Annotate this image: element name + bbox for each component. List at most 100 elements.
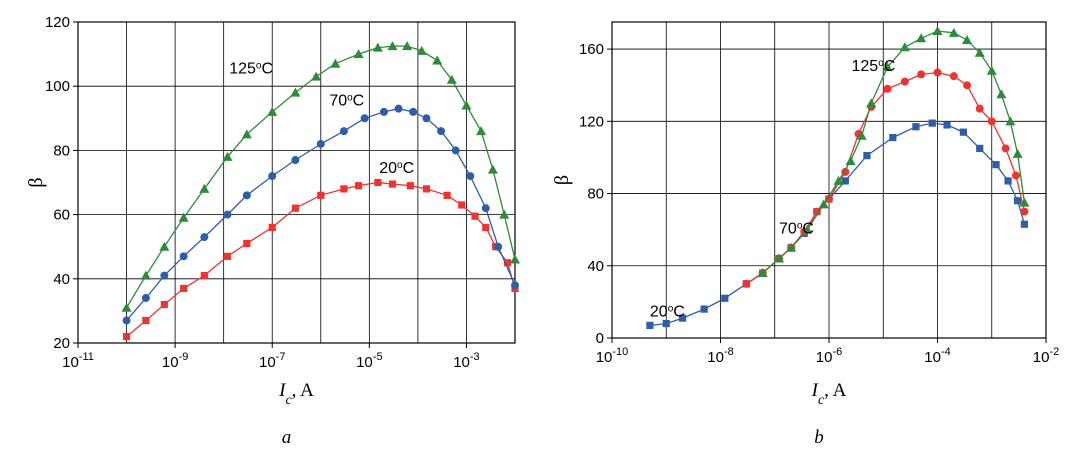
triangle-marker-20: [1019, 197, 1030, 207]
y-axis-label: β: [25, 177, 47, 187]
panel-caption: b: [814, 427, 824, 448]
triangle-marker-11: [916, 33, 927, 43]
circle-marker-17: [451, 146, 460, 155]
circle-marker-11: [900, 77, 909, 86]
x-tick-exp-3: -4: [941, 346, 951, 358]
triangle-marker-10: [330, 58, 341, 68]
x-tick-label-3: 10-5: [356, 351, 382, 371]
square-marker-14: [406, 182, 414, 190]
y-tick-label-0: 20: [53, 335, 70, 352]
x-tick-exp-1: -8: [724, 346, 734, 358]
series-annotation-0-unit: C: [403, 160, 415, 177]
square-marker-1: [142, 316, 150, 325]
series-annotation-0: 20oC: [650, 303, 685, 321]
triangle-marker-12: [932, 26, 943, 36]
triangle-marker-5: [833, 175, 844, 185]
series-annotation-2-value: 125: [229, 60, 256, 77]
square-marker-18: [471, 212, 479, 220]
circle-marker-6: [825, 194, 833, 203]
triangle-marker-17: [446, 74, 457, 84]
x-tick-base-4: 10: [453, 354, 470, 371]
triangle-marker-5: [222, 151, 233, 161]
x-tick-base-2: 10: [816, 349, 833, 366]
square-marker-2: [160, 300, 168, 309]
triangle-marker-19: [1012, 148, 1023, 158]
square-marker-13: [863, 152, 871, 160]
circle-marker-8: [291, 156, 300, 165]
circle-marker-11: [360, 114, 369, 123]
triangle-marker-9: [311, 71, 322, 81]
square-marker-2: [678, 314, 687, 322]
x-axis-label-var: I: [278, 380, 287, 401]
x-axis-label: Ic, A: [278, 380, 314, 408]
y-tick-label-4: 160: [579, 41, 604, 58]
x-tick-base-0: 10: [596, 349, 613, 366]
x-tick-exp-4: -3: [470, 351, 480, 363]
x-tick-exp-0: -10: [612, 346, 628, 358]
triangle-marker-16: [432, 55, 443, 65]
circle-marker-12: [379, 107, 388, 116]
series-annotation-2-degree: o: [878, 57, 884, 68]
x-tick-label-0: 10-10: [596, 346, 629, 366]
series-1: [122, 104, 519, 325]
series-annotation-0-value: 20: [379, 160, 397, 177]
triangle-marker-14: [962, 35, 973, 45]
x-tick-exp-4: -2: [1049, 346, 1059, 358]
square-marker-22: [1014, 197, 1022, 205]
series-0: [122, 178, 519, 341]
series-annotation-2: 125oC: [229, 60, 273, 78]
plot-frame: [77, 21, 516, 344]
square-marker-16: [928, 119, 936, 127]
square-marker-5: [223, 252, 232, 260]
circle-marker-5: [223, 210, 232, 219]
triangle-marker-9: [882, 62, 893, 72]
circle-marker-17: [987, 117, 996, 126]
series-annotation-0-value: 20: [650, 303, 668, 320]
triangle-marker-4: [199, 183, 210, 193]
x-tick-label-2: 10-6: [816, 346, 842, 366]
series-annotation-2-value: 125: [852, 58, 879, 75]
circle-marker-19: [1012, 171, 1021, 180]
triangle-marker-15: [416, 45, 427, 55]
square-marker-10: [340, 185, 348, 193]
square-marker-12: [374, 178, 382, 187]
y-tick-label-1: 40: [587, 258, 604, 275]
triangle-marker-15: [974, 47, 985, 57]
square-marker-1: [662, 319, 670, 328]
circle-marker-15: [963, 81, 972, 90]
square-marker-15: [912, 123, 920, 131]
y-tick-label-1: 40: [53, 271, 70, 288]
square-marker-18: [959, 128, 967, 136]
x-tick-base-3: 10: [924, 349, 941, 366]
square-marker-12: [841, 177, 849, 185]
circle-marker-18: [466, 172, 475, 181]
series-line-0: [649, 122, 1026, 327]
square-marker-7: [268, 223, 276, 232]
series-annotation-2-degree: o: [256, 60, 262, 71]
square-marker-8: [291, 204, 299, 212]
circle-marker-7: [268, 172, 277, 181]
square-marker-9: [317, 191, 325, 199]
square-marker-3: [180, 284, 188, 293]
x-axis-label-unit: , A: [824, 380, 846, 401]
triangle-marker-14: [402, 41, 413, 51]
x-tick-base-4: 10: [1033, 349, 1050, 366]
square-marker-20: [992, 161, 1000, 169]
y-axis-label: β: [551, 175, 573, 185]
extra-annotation-0-degree: o: [797, 220, 803, 231]
circle-marker-9: [316, 139, 325, 148]
triangle-marker-8: [866, 98, 877, 108]
square-marker-4: [200, 271, 208, 280]
x-tick-exp-2: -6: [832, 346, 842, 358]
circle-marker-3: [179, 252, 188, 261]
y-tick-label-4: 100: [45, 78, 70, 95]
square-marker-14: [889, 133, 897, 142]
series-annotation-2-unit: C: [884, 58, 896, 75]
square-marker-11: [354, 182, 363, 190]
triangle-marker-22: [510, 254, 520, 264]
triangle-marker-17: [996, 89, 1007, 99]
triangle-marker-13: [948, 27, 959, 37]
circle-marker-20: [494, 242, 503, 251]
circle-marker-13: [933, 68, 942, 77]
